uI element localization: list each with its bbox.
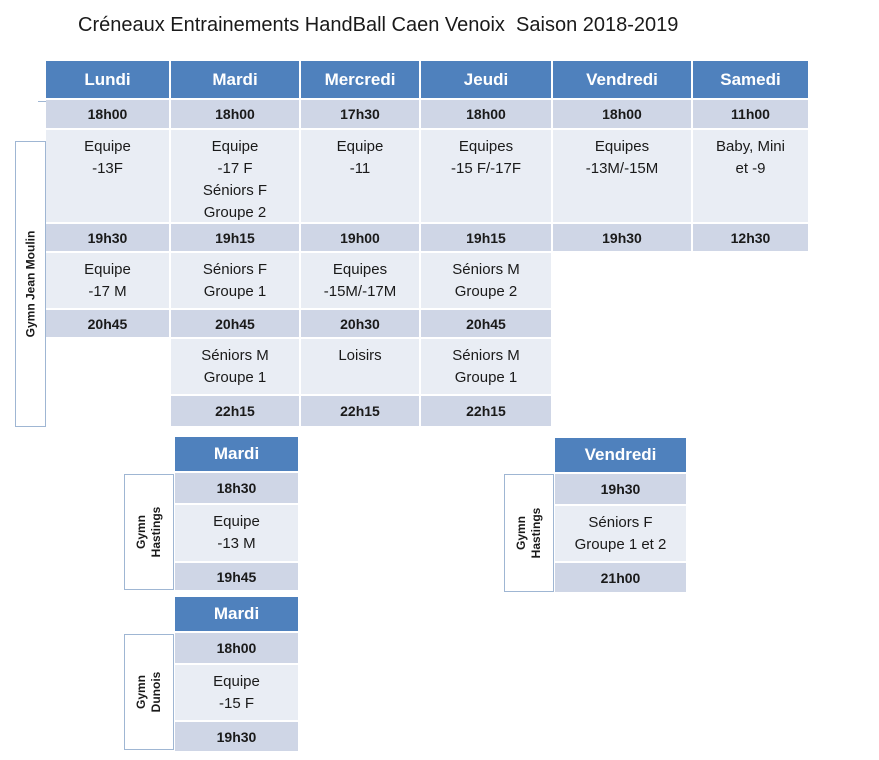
group-cell: Equipes -15M/-17M <box>301 253 419 308</box>
location-label-jean-moulin: Gymn Jean Moulin <box>15 141 46 427</box>
day-header-vendredi: Vendredi <box>555 438 686 472</box>
group-cell: Loisirs <box>301 339 419 394</box>
time-cell: 19h30 <box>46 224 169 251</box>
location-text: Gymn Hastings <box>514 507 543 559</box>
page-title: Créneaux Entrainements HandBall Caen Ven… <box>78 14 679 36</box>
time-cell: 18h30 <box>175 473 298 503</box>
location-text: Gymn Jean Moulin <box>23 230 37 338</box>
day-header-jeudi: Jeudi <box>421 61 551 98</box>
divider <box>38 101 46 102</box>
day-header-mardi: Mardi <box>171 61 299 98</box>
group-cell: Equipe -11 <box>301 130 419 222</box>
time-cell: 19h30 <box>555 474 686 504</box>
group-cell: Séniors F Groupe 1 <box>171 253 299 308</box>
time-cell: 22h15 <box>171 396 299 426</box>
day-header-mardi: Mardi <box>175 437 298 471</box>
day-header-lundi: Lundi <box>46 61 169 98</box>
group-cell: Equipe -13F <box>46 130 169 222</box>
time-cell: 19h15 <box>171 224 299 251</box>
time-cell: 18h00 <box>553 100 691 128</box>
time-cell: 20h30 <box>301 310 419 337</box>
location-label-hastings: Gymn Hastings <box>124 474 174 590</box>
time-cell: 18h00 <box>175 633 298 663</box>
time-cell: 19h30 <box>175 722 298 751</box>
group-cell: Séniors F Groupe 1 et 2 <box>555 506 686 561</box>
time-cell: 20h45 <box>171 310 299 337</box>
time-cell: 11h00 <box>693 100 808 128</box>
group-cell: Equipe -13 M <box>175 505 298 561</box>
day-header-mercredi: Mercredi <box>301 61 419 98</box>
group-cell: Séniors M Groupe 1 <box>421 339 551 394</box>
group-cell: Baby, Mini et -9 <box>693 130 808 222</box>
time-cell: 20h45 <box>421 310 551 337</box>
group-cell: Equipes -15 F/-17F <box>421 130 551 222</box>
time-cell: 22h15 <box>301 396 419 426</box>
time-cell: 18h00 <box>171 100 299 128</box>
time-cell: 18h00 <box>46 100 169 128</box>
group-cell: Equipe -15 F <box>175 665 298 720</box>
group-cell: Equipe -17 F Séniors F Groupe 2 <box>171 130 299 222</box>
time-cell: 12h30 <box>693 224 808 251</box>
day-header-mardi: Mardi <box>175 597 298 631</box>
location-text: Gymn Dunois <box>134 671 163 713</box>
location-label-hastings-vendredi: Gymn Hastings <box>504 474 554 592</box>
group-cell: Séniors M Groupe 1 <box>171 339 299 394</box>
time-cell: 19h30 <box>553 224 691 251</box>
day-header-vendredi: Vendredi <box>553 61 691 98</box>
group-cell: Séniors M Groupe 2 <box>421 253 551 308</box>
group-cell: Equipe -17 M <box>46 253 169 308</box>
time-cell: 20h45 <box>46 310 169 337</box>
group-cell: Equipes -13M/-15M <box>553 130 691 222</box>
time-cell: 18h00 <box>421 100 551 128</box>
location-text: Gymn Hastings <box>134 506 163 558</box>
location-label-dunois: Gymn Dunois <box>124 634 174 750</box>
time-cell: 19h45 <box>175 563 298 590</box>
time-cell: 22h15 <box>421 396 551 426</box>
time-cell: 17h30 <box>301 100 419 128</box>
day-header-samedi: Samedi <box>693 61 808 98</box>
time-cell: 21h00 <box>555 563 686 592</box>
time-cell: 19h15 <box>421 224 551 251</box>
time-cell: 19h00 <box>301 224 419 251</box>
